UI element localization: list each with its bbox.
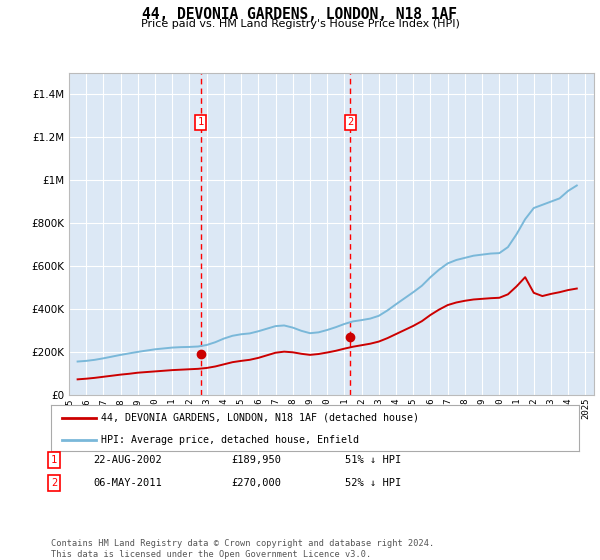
Text: 44, DEVONIA GARDENS, LONDON, N18 1AF: 44, DEVONIA GARDENS, LONDON, N18 1AF xyxy=(143,7,458,22)
Text: 2: 2 xyxy=(51,478,57,488)
Text: 44, DEVONIA GARDENS, LONDON, N18 1AF (detached house): 44, DEVONIA GARDENS, LONDON, N18 1AF (de… xyxy=(101,413,419,423)
Text: HPI: Average price, detached house, Enfield: HPI: Average price, detached house, Enfi… xyxy=(101,435,359,445)
Text: 22-AUG-2002: 22-AUG-2002 xyxy=(93,455,162,465)
Text: £189,950: £189,950 xyxy=(231,455,281,465)
Text: Price paid vs. HM Land Registry's House Price Index (HPI): Price paid vs. HM Land Registry's House … xyxy=(140,19,460,29)
Text: 52% ↓ HPI: 52% ↓ HPI xyxy=(345,478,401,488)
Text: £270,000: £270,000 xyxy=(231,478,281,488)
Text: 06-MAY-2011: 06-MAY-2011 xyxy=(93,478,162,488)
Text: 1: 1 xyxy=(51,455,57,465)
Text: 1: 1 xyxy=(197,117,204,127)
Text: 51% ↓ HPI: 51% ↓ HPI xyxy=(345,455,401,465)
Text: Contains HM Land Registry data © Crown copyright and database right 2024.
This d: Contains HM Land Registry data © Crown c… xyxy=(51,539,434,559)
Text: 2: 2 xyxy=(347,117,353,127)
